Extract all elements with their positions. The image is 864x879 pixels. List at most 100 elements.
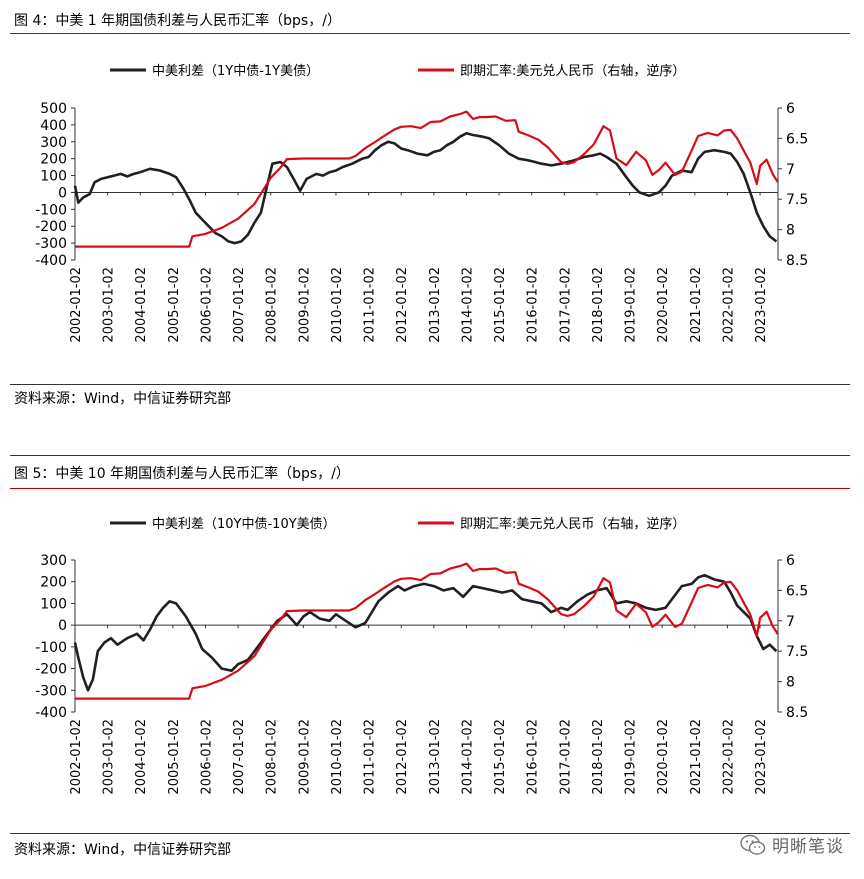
x-tick-label: 2020-01-02 [656,267,671,343]
x-tick-label: 2011-01-02 [363,267,378,343]
source-rule [10,384,850,385]
y-left-tick-label: 300 [40,135,67,151]
legend-label: 即期汇率:美元兑人民币（右轴，逆序） [460,516,685,532]
x-tick-label: 2016-01-02 [526,267,541,343]
legend-item: 中美利差（10Y中债-10Y美债） [110,517,336,532]
y-left-tick-label: -400 [35,253,67,269]
x-tick-label: 2021-01-02 [689,719,704,795]
legend-item: 即期汇率:美元兑人民币（右轴，逆序） [418,516,685,532]
x-tick-label: 2010-01-02 [330,719,345,795]
x-tick-label: 2022-01-02 [721,719,736,795]
y-right-tick-label: 8 [786,223,795,239]
x-tick-label: 2013-01-02 [428,719,443,795]
x-tick-label: 2003-01-02 [102,719,117,795]
legend-label: 即期汇率:美元兑人民币（右轴，逆序） [460,63,685,79]
y-right-tick-label: 6.5 [786,583,808,599]
x-tick-label: 2017-01-02 [558,719,573,795]
x-tick-label: 2006-01-02 [199,267,214,343]
x-tick-label: 2019-01-02 [624,267,639,343]
y-left-tick-label: 300 [40,553,67,569]
y-left-tick-label: -300 [35,236,67,252]
x-tick-label: 2023-01-02 [754,267,769,343]
y-left-tick-label: 200 [40,152,67,168]
x-tick-label: 2009-01-02 [297,719,312,795]
x-tick-label: 2003-01-02 [102,267,117,343]
y-left-tick-label: 0 [58,185,67,201]
y-right-tick-label: 6 [786,101,795,117]
y-left-tick-label: -100 [35,202,67,218]
y-left-tick-label: 100 [40,596,67,612]
y-left-tick-label: 400 [40,118,67,134]
fx-series-line [75,110,779,248]
title-rule [10,488,850,489]
spread-series-line [73,573,778,692]
x-tick-label: 2014-01-02 [460,267,475,343]
x-tick-label: 2002-01-02 [69,267,84,343]
x-tick-label: 2011-01-02 [363,719,378,795]
fx-series-line [75,562,779,700]
y-left-tick-label: 0 [58,618,67,634]
y-right-tick-label: 8.5 [786,253,808,269]
chart-figure-4: 中美利差（1Y中债-1Y美债） 即期汇率:美元兑人民币（右轴，逆序） 5004003… [35,63,808,343]
x-tick-label: 2012-01-02 [395,719,410,795]
y-right-tick-label: 7 [786,614,795,630]
x-tick-label: 2020-01-02 [656,719,671,795]
y-left-tick-label: 100 [40,169,67,185]
x-tick-label: 2014-01-02 [460,719,475,795]
x-tick-label: 2013-01-02 [428,267,443,343]
title-rule [10,33,850,34]
x-tick-label: 2010-01-02 [330,267,345,343]
x-tick-label: 2005-01-02 [167,267,182,343]
y-right-tick-label: 6 [786,553,795,569]
x-tick-label: 2021-01-02 [689,267,704,343]
x-tick-label: 2002-01-02 [69,719,84,795]
watermark-text: 明晰笔谈 [772,837,844,857]
source-rule [10,833,850,834]
y-left-tick-label: 500 [40,101,67,117]
x-tick-label: 2009-01-02 [297,267,312,343]
watermark: 明晰笔谈 [740,832,844,857]
legend-item: 中美利差（1Y中债-1Y美债） [110,64,319,79]
y-right-tick-label: 8.5 [786,705,808,721]
x-tick-label: 2017-01-02 [558,267,573,343]
x-tick-label: 2018-01-02 [591,267,606,343]
top-rule [10,455,850,456]
figure-4: 图 4：中美 1 年期国债利差与人民币汇率（bps，/） 中美利差（1Y中债-1… [0,0,864,420]
figure-title: 图 5：中美 10 年期国债利差与人民币汇率（bps，/） [14,466,350,482]
y-left-tick-label: -200 [35,219,67,235]
y-left-tick-label: 200 [40,575,67,591]
y-left-tick-label: -100 [35,640,67,656]
figure-title: 图 4：中美 1 年期国债利差与人民币汇率（bps，/） [14,13,341,29]
x-tick-label: 2008-01-02 [265,719,280,795]
y-right-tick-label: 6.5 [786,131,808,147]
source-note: 资料来源：Wind，中信证券研究部 [14,391,232,407]
chart-figure-5: 中美利差（10Y中债-10Y美债） 即期汇率:美元兑人民币（右轴，逆序） 300 20… [35,516,808,795]
x-tick-label: 2019-01-02 [624,719,639,795]
figure-5: 图 5：中美 10 年期国债利差与人民币汇率（bps，/） 中美利差（10Y中债… [0,455,864,879]
x-tick-label: 2018-01-02 [591,719,606,795]
source-note: 资料来源：Wind，中信证券研究部 [14,842,232,858]
x-tick-label: 2022-01-02 [721,267,736,343]
x-tick-label: 2016-01-02 [526,719,541,795]
x-tick-label: 2012-01-02 [395,267,410,343]
y-right-tick-label: 7.5 [786,192,808,208]
x-tick-label: 2015-01-02 [493,719,508,795]
legend-item: 即期汇率:美元兑人民币（右轴，逆序） [418,63,685,79]
x-tick-label: 2004-01-02 [134,719,149,795]
x-tick-label: 2007-01-02 [232,267,247,343]
y-left-tick-label: -200 [35,662,67,678]
x-tick-label: 2023-01-02 [754,719,769,795]
wechat-icon [740,834,766,855]
y-right-tick-label: 7.5 [786,644,808,660]
y-right-tick-label: 7 [786,162,795,178]
x-tick-label: 2005-01-02 [167,719,182,795]
y-right-tick-label: 8 [786,675,795,691]
y-left-tick-label: -300 [35,683,67,699]
x-tick-label: 2004-01-02 [134,267,149,343]
x-tick-label: 2015-01-02 [493,267,508,343]
x-tick-label: 2008-01-02 [265,267,280,343]
legend-label: 中美利差（10Y中债-10Y美债） [152,517,336,532]
x-tick-label: 2007-01-02 [232,719,247,795]
x-tick-label: 2006-01-02 [199,719,214,795]
y-left-tick-label: -400 [35,705,67,721]
